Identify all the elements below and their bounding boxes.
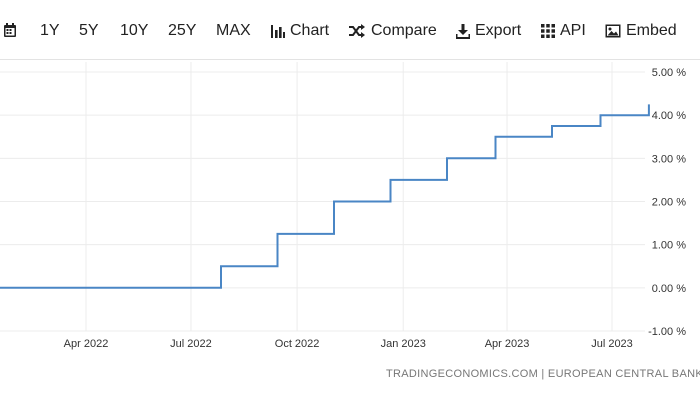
range-25y-button[interactable]: 25Y [168,22,197,39]
series-line [0,104,650,289]
compare-button[interactable]: Compare [348,22,437,40]
embed-button-label: Embed [626,22,677,39]
y-tick-label: -1.00 % [648,326,686,338]
export-button-label: Export [475,22,522,39]
x-tick-label: Apr 2023 [485,338,530,350]
api-button[interactable]: API [541,22,586,40]
download-icon [456,23,470,39]
range-1y-button[interactable]: 1Y [40,22,60,39]
y-tick-label: 2.00 % [652,197,686,209]
chart-button-label: Chart [290,22,330,39]
shuffle-icon [349,24,365,38]
x-tick-label: Jul 2023 [591,338,633,350]
y-tick-label: 3.00 % [652,153,686,165]
y-tick-label: 4.00 % [652,110,686,122]
y-tick-label: 1.00 % [652,240,686,252]
toolbar: 1Y 5Y 10Y 25Y MAX Chart Compare Export [0,0,700,60]
x-tick-label: Jul 2022 [170,338,212,350]
chart-area: Apr 2022 Jul 2022 Oct 2022 Jan 2023 Apr 2023… [0,60,700,400]
interest-rate-chart: Apr 2022 Jul 2022 Oct 2022 Jan 2023 Apr 2023… [0,62,686,350]
embed-button[interactable]: Embed [605,22,677,40]
compare-button-label: Compare [371,22,437,39]
image-icon [605,24,621,38]
range-5y-button[interactable]: 5Y [79,22,99,39]
api-button-label: API [560,22,586,39]
y-tick-label: 5.00 % [652,67,686,79]
source-credit: TRADINGECONOMICS.COM | EUROPEAN CENTRAL … [386,368,700,380]
grid-icon [541,24,555,38]
calendar-icon[interactable] [3,22,17,38]
x-tick-label: Jan 2023 [381,338,426,350]
range-10y-button[interactable]: 10Y [120,22,149,39]
range-max-button[interactable]: MAX [216,22,251,39]
x-tick-label: Apr 2022 [64,338,109,350]
y-tick-label: 0.00 % [652,283,686,295]
bar-chart-icon [271,25,285,38]
export-button[interactable]: Export [456,22,521,40]
x-tick-label: Oct 2022 [275,338,320,350]
chart-button[interactable]: Chart [271,22,329,40]
